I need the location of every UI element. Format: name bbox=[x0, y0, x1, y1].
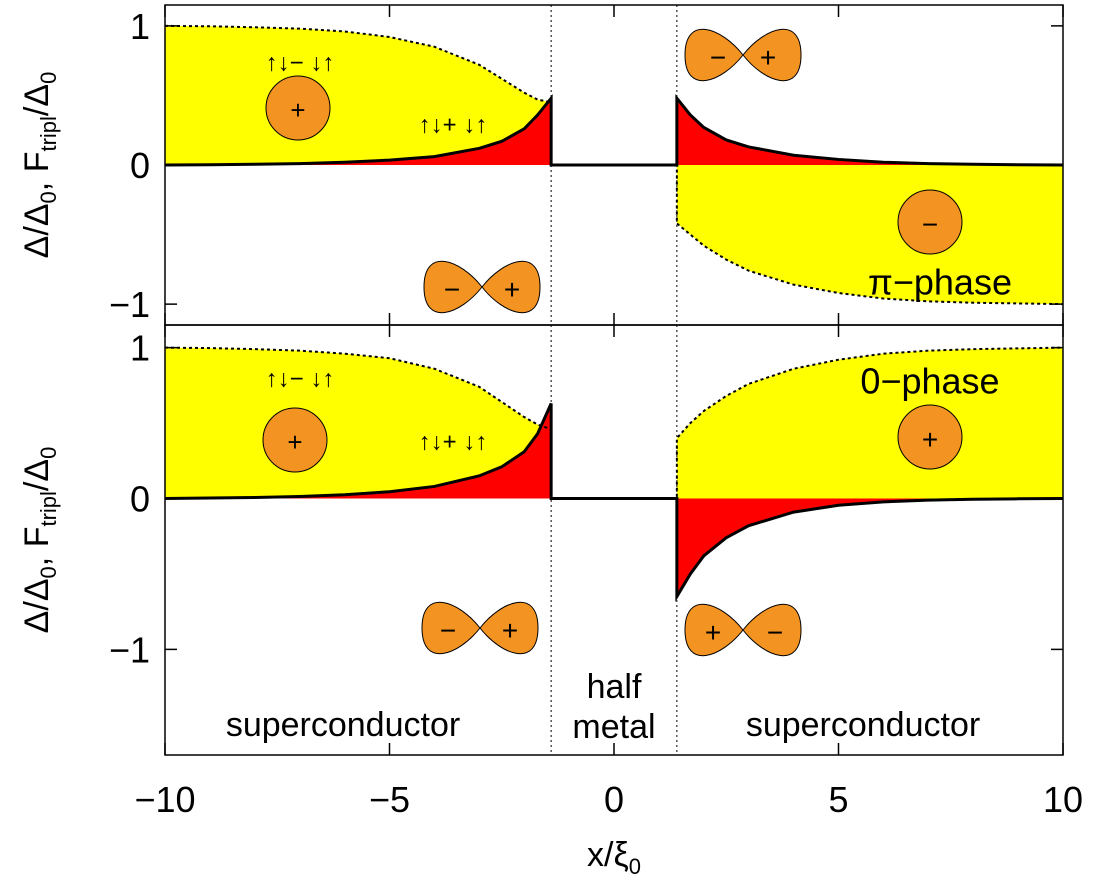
annotation: − bbox=[922, 209, 938, 240]
annotation: ↑↓− ↓↑ bbox=[266, 365, 335, 392]
annotation: + bbox=[760, 42, 776, 73]
x-tick-label: −5 bbox=[369, 779, 410, 820]
annotation: half bbox=[587, 668, 642, 706]
y-axis-label-part: 0 bbox=[36, 191, 61, 203]
annotation: + bbox=[705, 617, 721, 648]
annotation: superconductor bbox=[226, 706, 460, 744]
annotation: − bbox=[767, 617, 783, 648]
chart: −101Δ/Δ0, Ftripl/Δ0↑↓− ↓↑+↑↓+ ↓↑−+−+−π−p… bbox=[0, 0, 1098, 886]
y-axis-label-part: tripl bbox=[36, 116, 61, 151]
annotation: ↑↓− ↓↑ bbox=[266, 49, 335, 76]
y-axis-label-part: 0 bbox=[36, 72, 61, 84]
x-axis-label-part: x/ξ bbox=[587, 836, 629, 874]
y-tick-label: 1 bbox=[130, 328, 150, 369]
annotation: metal bbox=[572, 708, 655, 746]
annotation: ↑↓+ ↓↑ bbox=[419, 428, 488, 455]
annotation: + bbox=[290, 95, 305, 125]
annotation: − bbox=[710, 42, 726, 73]
y-tick-label: 0 bbox=[130, 145, 150, 186]
y-tick-label: −1 bbox=[109, 629, 150, 670]
annotation: + bbox=[287, 427, 302, 457]
y-axis-label: Δ/Δ0, Ftripl/Δ0 bbox=[18, 447, 61, 634]
annotation: − bbox=[440, 615, 456, 646]
x-axis-label: x/ξ0 bbox=[587, 836, 641, 879]
y-axis-label-part: 0 bbox=[36, 566, 61, 578]
y-tick-label: −1 bbox=[109, 284, 150, 325]
y-tick-label: 0 bbox=[130, 479, 150, 520]
x-tick-label: 5 bbox=[828, 779, 848, 820]
annotation: + bbox=[502, 615, 518, 646]
x-axis-label-part: 0 bbox=[629, 854, 641, 879]
y-axis-label-part: tripl bbox=[36, 491, 61, 526]
y-tick-label: 1 bbox=[130, 6, 150, 47]
annotation: − bbox=[444, 274, 460, 305]
x-tick-label: 10 bbox=[1043, 779, 1083, 820]
p-wave-symbol bbox=[685, 604, 801, 655]
y-axis-label-part: /Δ bbox=[18, 459, 56, 491]
y-axis-label-part: , F bbox=[18, 152, 56, 192]
y-axis-label-part: /Δ bbox=[18, 84, 56, 116]
p-wave-symbol bbox=[424, 261, 540, 312]
annotation: + bbox=[922, 424, 938, 455]
y-axis-label: Δ/Δ0, Ftripl/Δ0 bbox=[18, 72, 61, 259]
p-wave-symbol bbox=[685, 29, 801, 80]
annotation: superconductor bbox=[746, 706, 980, 744]
annotation: 0−phase bbox=[860, 361, 999, 402]
annotation: + bbox=[504, 274, 520, 305]
x-tick-label: −10 bbox=[134, 779, 195, 820]
y-axis-label-part: Δ/Δ bbox=[18, 203, 56, 258]
y-axis-label-part: 0 bbox=[36, 447, 61, 459]
annotation: π−phase bbox=[868, 262, 1012, 303]
annotation: ↑↓+ ↓↑ bbox=[419, 111, 488, 138]
x-tick-label: 0 bbox=[604, 779, 624, 820]
y-axis-label-part: Δ/Δ bbox=[18, 578, 56, 633]
y-axis-label-part: , F bbox=[18, 527, 56, 567]
